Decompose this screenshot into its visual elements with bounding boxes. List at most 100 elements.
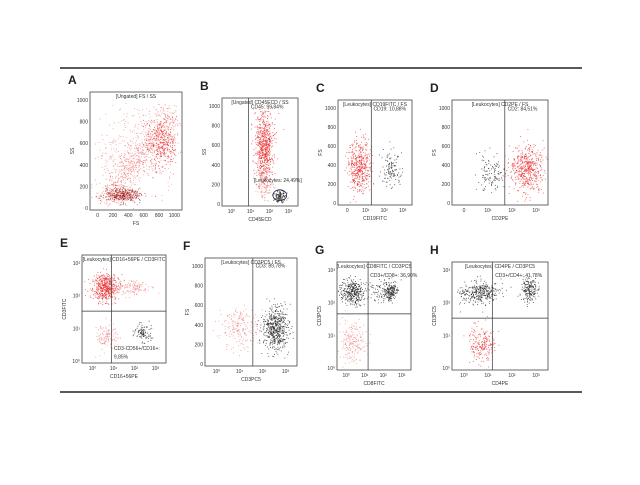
event-dot xyxy=(255,127,256,128)
x-tick-label: 10¹ xyxy=(110,366,118,372)
event-dot xyxy=(160,173,161,174)
event-dot xyxy=(127,151,128,152)
event-dot xyxy=(151,145,152,146)
event-dot xyxy=(108,304,109,305)
event-dot xyxy=(125,154,126,155)
event-dot xyxy=(134,126,135,127)
event-dot xyxy=(111,172,112,173)
event-dot xyxy=(101,196,102,197)
event-dot xyxy=(137,175,138,176)
event-dot xyxy=(526,157,527,158)
event-dot xyxy=(94,281,95,282)
event-dot xyxy=(391,163,392,164)
event-dot xyxy=(393,147,394,148)
event-dot xyxy=(389,168,390,169)
event-dot xyxy=(111,189,112,190)
event-dot xyxy=(370,169,371,170)
event-dot xyxy=(150,338,151,339)
event-dot xyxy=(533,147,534,148)
event-dot xyxy=(261,153,262,154)
event-dot xyxy=(271,316,272,317)
event-dot xyxy=(489,178,490,179)
event-dot xyxy=(523,178,524,179)
event-dot xyxy=(127,179,128,180)
event-dot xyxy=(367,161,368,162)
event-dot xyxy=(528,157,529,158)
event-dot xyxy=(161,122,162,123)
event-dot xyxy=(277,340,278,341)
event-dot xyxy=(523,179,524,180)
event-dot xyxy=(263,174,264,175)
event-dot xyxy=(136,197,137,198)
event-dot xyxy=(537,171,538,172)
event-dot xyxy=(171,139,172,140)
event-dot xyxy=(490,178,491,179)
event-dot xyxy=(364,176,365,177)
event-dot xyxy=(484,166,485,167)
event-dot xyxy=(267,158,268,159)
event-dot xyxy=(363,159,364,160)
event-dot xyxy=(148,139,149,140)
event-dot xyxy=(276,142,277,143)
event-dot xyxy=(127,113,128,114)
event-dot xyxy=(128,122,129,123)
event-dot xyxy=(271,328,272,329)
event-dot xyxy=(125,194,126,195)
event-dot xyxy=(267,187,268,188)
event-dot xyxy=(113,105,114,106)
event-dot xyxy=(119,166,120,167)
event-dot xyxy=(352,149,353,150)
event-dot xyxy=(357,189,358,190)
event-dot xyxy=(143,163,144,164)
event-dot xyxy=(351,164,352,165)
event-dot xyxy=(106,114,107,115)
event-dot xyxy=(104,278,105,279)
event-dot xyxy=(391,173,392,174)
event-dot xyxy=(130,156,131,157)
event-dot xyxy=(106,331,107,332)
event-dot xyxy=(120,289,121,290)
event-dot xyxy=(494,164,495,165)
event-dot xyxy=(157,139,158,140)
event-dot xyxy=(523,182,524,183)
event-dot xyxy=(535,169,536,170)
event-dot xyxy=(266,111,267,112)
event-dot xyxy=(280,192,281,193)
event-dot xyxy=(524,166,525,167)
event-dot xyxy=(153,146,154,147)
event-dot xyxy=(115,185,116,186)
event-dot xyxy=(124,155,125,156)
event-dot xyxy=(161,156,162,157)
event-dot xyxy=(168,156,169,157)
event-dot xyxy=(159,140,160,141)
event-dot xyxy=(147,136,148,137)
event-dot xyxy=(101,158,102,159)
event-dot xyxy=(93,291,94,292)
event-dot xyxy=(168,138,169,139)
event-dot xyxy=(154,159,155,160)
event-dot xyxy=(532,180,533,181)
event-dot xyxy=(264,168,265,169)
event-dot xyxy=(164,153,165,154)
event-dot xyxy=(138,124,139,125)
event-dot xyxy=(491,185,492,186)
event-dot xyxy=(142,123,143,124)
event-dot xyxy=(361,168,362,169)
event-dot xyxy=(359,150,360,151)
event-dot xyxy=(121,286,122,287)
event-dot xyxy=(159,134,160,135)
event-dot xyxy=(139,199,140,200)
event-dot xyxy=(280,303,281,304)
event-dot xyxy=(356,175,357,176)
event-dot xyxy=(387,178,388,179)
event-dot xyxy=(397,175,398,176)
event-dot xyxy=(103,334,104,335)
event-dot xyxy=(358,145,359,146)
event-dot xyxy=(259,170,260,171)
event-dot xyxy=(485,186,486,187)
event-dot xyxy=(402,168,403,169)
y-tick-label: 1000 xyxy=(77,98,88,104)
event-dot xyxy=(104,281,105,282)
event-dot xyxy=(269,123,270,124)
event-dot xyxy=(110,178,111,179)
